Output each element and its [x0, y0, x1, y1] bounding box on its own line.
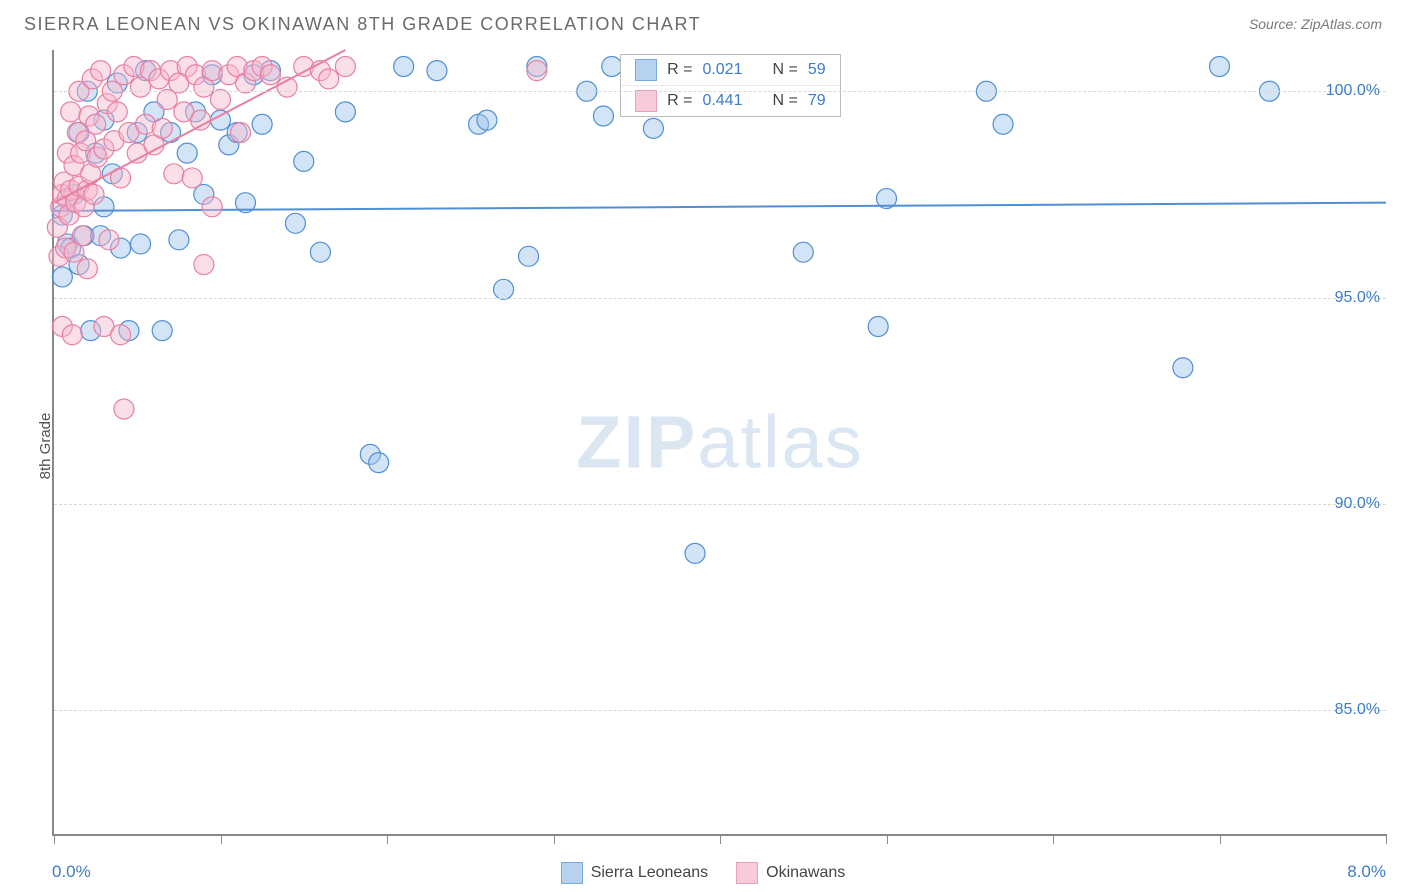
scatter-point[interactable] — [1210, 57, 1230, 77]
source-link[interactable]: ZipAtlas.com — [1301, 16, 1382, 32]
x-tick — [387, 834, 388, 844]
legend-swatch — [561, 862, 583, 884]
y-tick-label: 90.0% — [1335, 495, 1380, 513]
scatter-point[interactable] — [84, 184, 104, 204]
scatter-point[interactable] — [1173, 358, 1193, 378]
x-tick — [887, 834, 888, 844]
scatter-point[interactable] — [77, 259, 97, 279]
legend-r-value: 0.441 — [702, 92, 742, 110]
scatter-point[interactable] — [494, 279, 514, 299]
gridline-h — [54, 298, 1386, 299]
legend-series-item[interactable]: Sierra Leoneans — [561, 862, 708, 884]
scatter-point[interactable] — [519, 246, 539, 266]
scatter-point[interactable] — [319, 69, 339, 89]
scatter-point[interactable] — [131, 234, 151, 254]
scatter-point[interactable] — [111, 325, 131, 345]
scatter-point[interactable] — [72, 226, 92, 246]
scatter-point[interactable] — [62, 325, 82, 345]
source-prefix: Source: — [1249, 16, 1301, 32]
scatter-point[interactable] — [335, 57, 355, 77]
scatter-point[interactable] — [152, 321, 172, 341]
scatter-point[interactable] — [477, 110, 497, 130]
scatter-point[interactable] — [169, 230, 189, 250]
y-tick-label: 100.0% — [1326, 82, 1380, 100]
scatter-point[interactable] — [164, 164, 184, 184]
scatter-point[interactable] — [427, 61, 447, 81]
scatter-point[interactable] — [285, 213, 305, 233]
scatter-point[interactable] — [99, 230, 119, 250]
scatter-point[interactable] — [230, 123, 250, 143]
x-tick — [1220, 834, 1221, 844]
source-citation: Source: ZipAtlas.com — [1249, 16, 1382, 32]
scatter-point[interactable] — [643, 118, 663, 138]
scatter-point[interactable] — [107, 102, 127, 122]
scatter-point[interactable] — [52, 267, 72, 287]
scatter-point[interactable] — [114, 399, 134, 419]
x-tick — [1386, 834, 1387, 844]
scatter-point[interactable] — [527, 61, 547, 81]
scatter-point[interactable] — [593, 106, 613, 126]
scatter-point[interactable] — [194, 255, 214, 275]
scatter-point[interactable] — [602, 57, 622, 77]
legend-series: Sierra Leoneans Okinawans — [0, 862, 1406, 884]
legend-n-label: N = — [772, 92, 797, 110]
x-tick — [1053, 834, 1054, 844]
scatter-point[interactable] — [294, 151, 314, 171]
x-tick — [554, 834, 555, 844]
scatter-point[interactable] — [310, 242, 330, 262]
plot-area: ZIPatlas R =0.021N =59R =0.441N =79 85.0… — [52, 50, 1386, 836]
scatter-point[interactable] — [335, 102, 355, 122]
legend-n-value: 79 — [808, 92, 826, 110]
plot-frame: ZIPatlas R =0.021N =59R =0.441N =79 85.0… — [52, 50, 1386, 836]
scatter-point[interactable] — [793, 242, 813, 262]
scatter-point[interactable] — [685, 543, 705, 563]
legend-swatch — [635, 90, 657, 112]
legend-r-value: 0.021 — [702, 61, 742, 79]
x-tick — [221, 834, 222, 844]
scatter-point[interactable] — [177, 143, 197, 163]
legend-r-label: R = — [667, 61, 692, 79]
scatter-point[interactable] — [252, 114, 272, 134]
legend-correlation-row: R = 0.021 N = 59 — [621, 55, 840, 85]
x-tick — [54, 834, 55, 844]
legend-r-label: R = — [667, 92, 692, 110]
legend-series-label: Okinawans — [766, 864, 845, 882]
legend-swatch — [635, 59, 657, 81]
gridline-h — [54, 504, 1386, 505]
legend-series-label: Sierra Leoneans — [591, 864, 708, 882]
scatter-point[interactable] — [61, 102, 81, 122]
scatter-point[interactable] — [91, 61, 111, 81]
gridline-h — [54, 710, 1386, 711]
scatter-svg — [54, 50, 1386, 834]
scatter-point[interactable] — [993, 114, 1013, 134]
y-tick-label: 95.0% — [1335, 289, 1380, 307]
scatter-point[interactable] — [202, 197, 222, 217]
scatter-point[interactable] — [86, 114, 106, 134]
scatter-point[interactable] — [394, 57, 414, 77]
scatter-point[interactable] — [191, 110, 211, 130]
scatter-point[interactable] — [369, 453, 389, 473]
legend-series-item[interactable]: Okinawans — [736, 862, 845, 884]
chart-header: SIERRA LEONEAN VS OKINAWAN 8TH GRADE COR… — [0, 0, 1406, 48]
gridline-h — [54, 91, 1386, 92]
scatter-point[interactable] — [868, 316, 888, 336]
legend-n-label: N = — [772, 61, 797, 79]
scatter-point[interactable] — [182, 168, 202, 188]
legend-swatch — [736, 862, 758, 884]
scatter-point[interactable] — [152, 118, 172, 138]
legend-correlation-row: R = 0.441 N = 79 — [621, 85, 840, 116]
y-tick-label: 85.0% — [1335, 701, 1380, 719]
legend-n-value: 59 — [808, 61, 826, 79]
scatter-point[interactable] — [260, 65, 280, 85]
x-tick — [720, 834, 721, 844]
chart-title: SIERRA LEONEAN VS OKINAWAN 8TH GRADE COR… — [24, 14, 701, 35]
legend-correlation-box: R = 0.021 N = 59 R = 0.441 N = 79 — [620, 54, 841, 117]
scatter-point[interactable] — [211, 90, 231, 110]
